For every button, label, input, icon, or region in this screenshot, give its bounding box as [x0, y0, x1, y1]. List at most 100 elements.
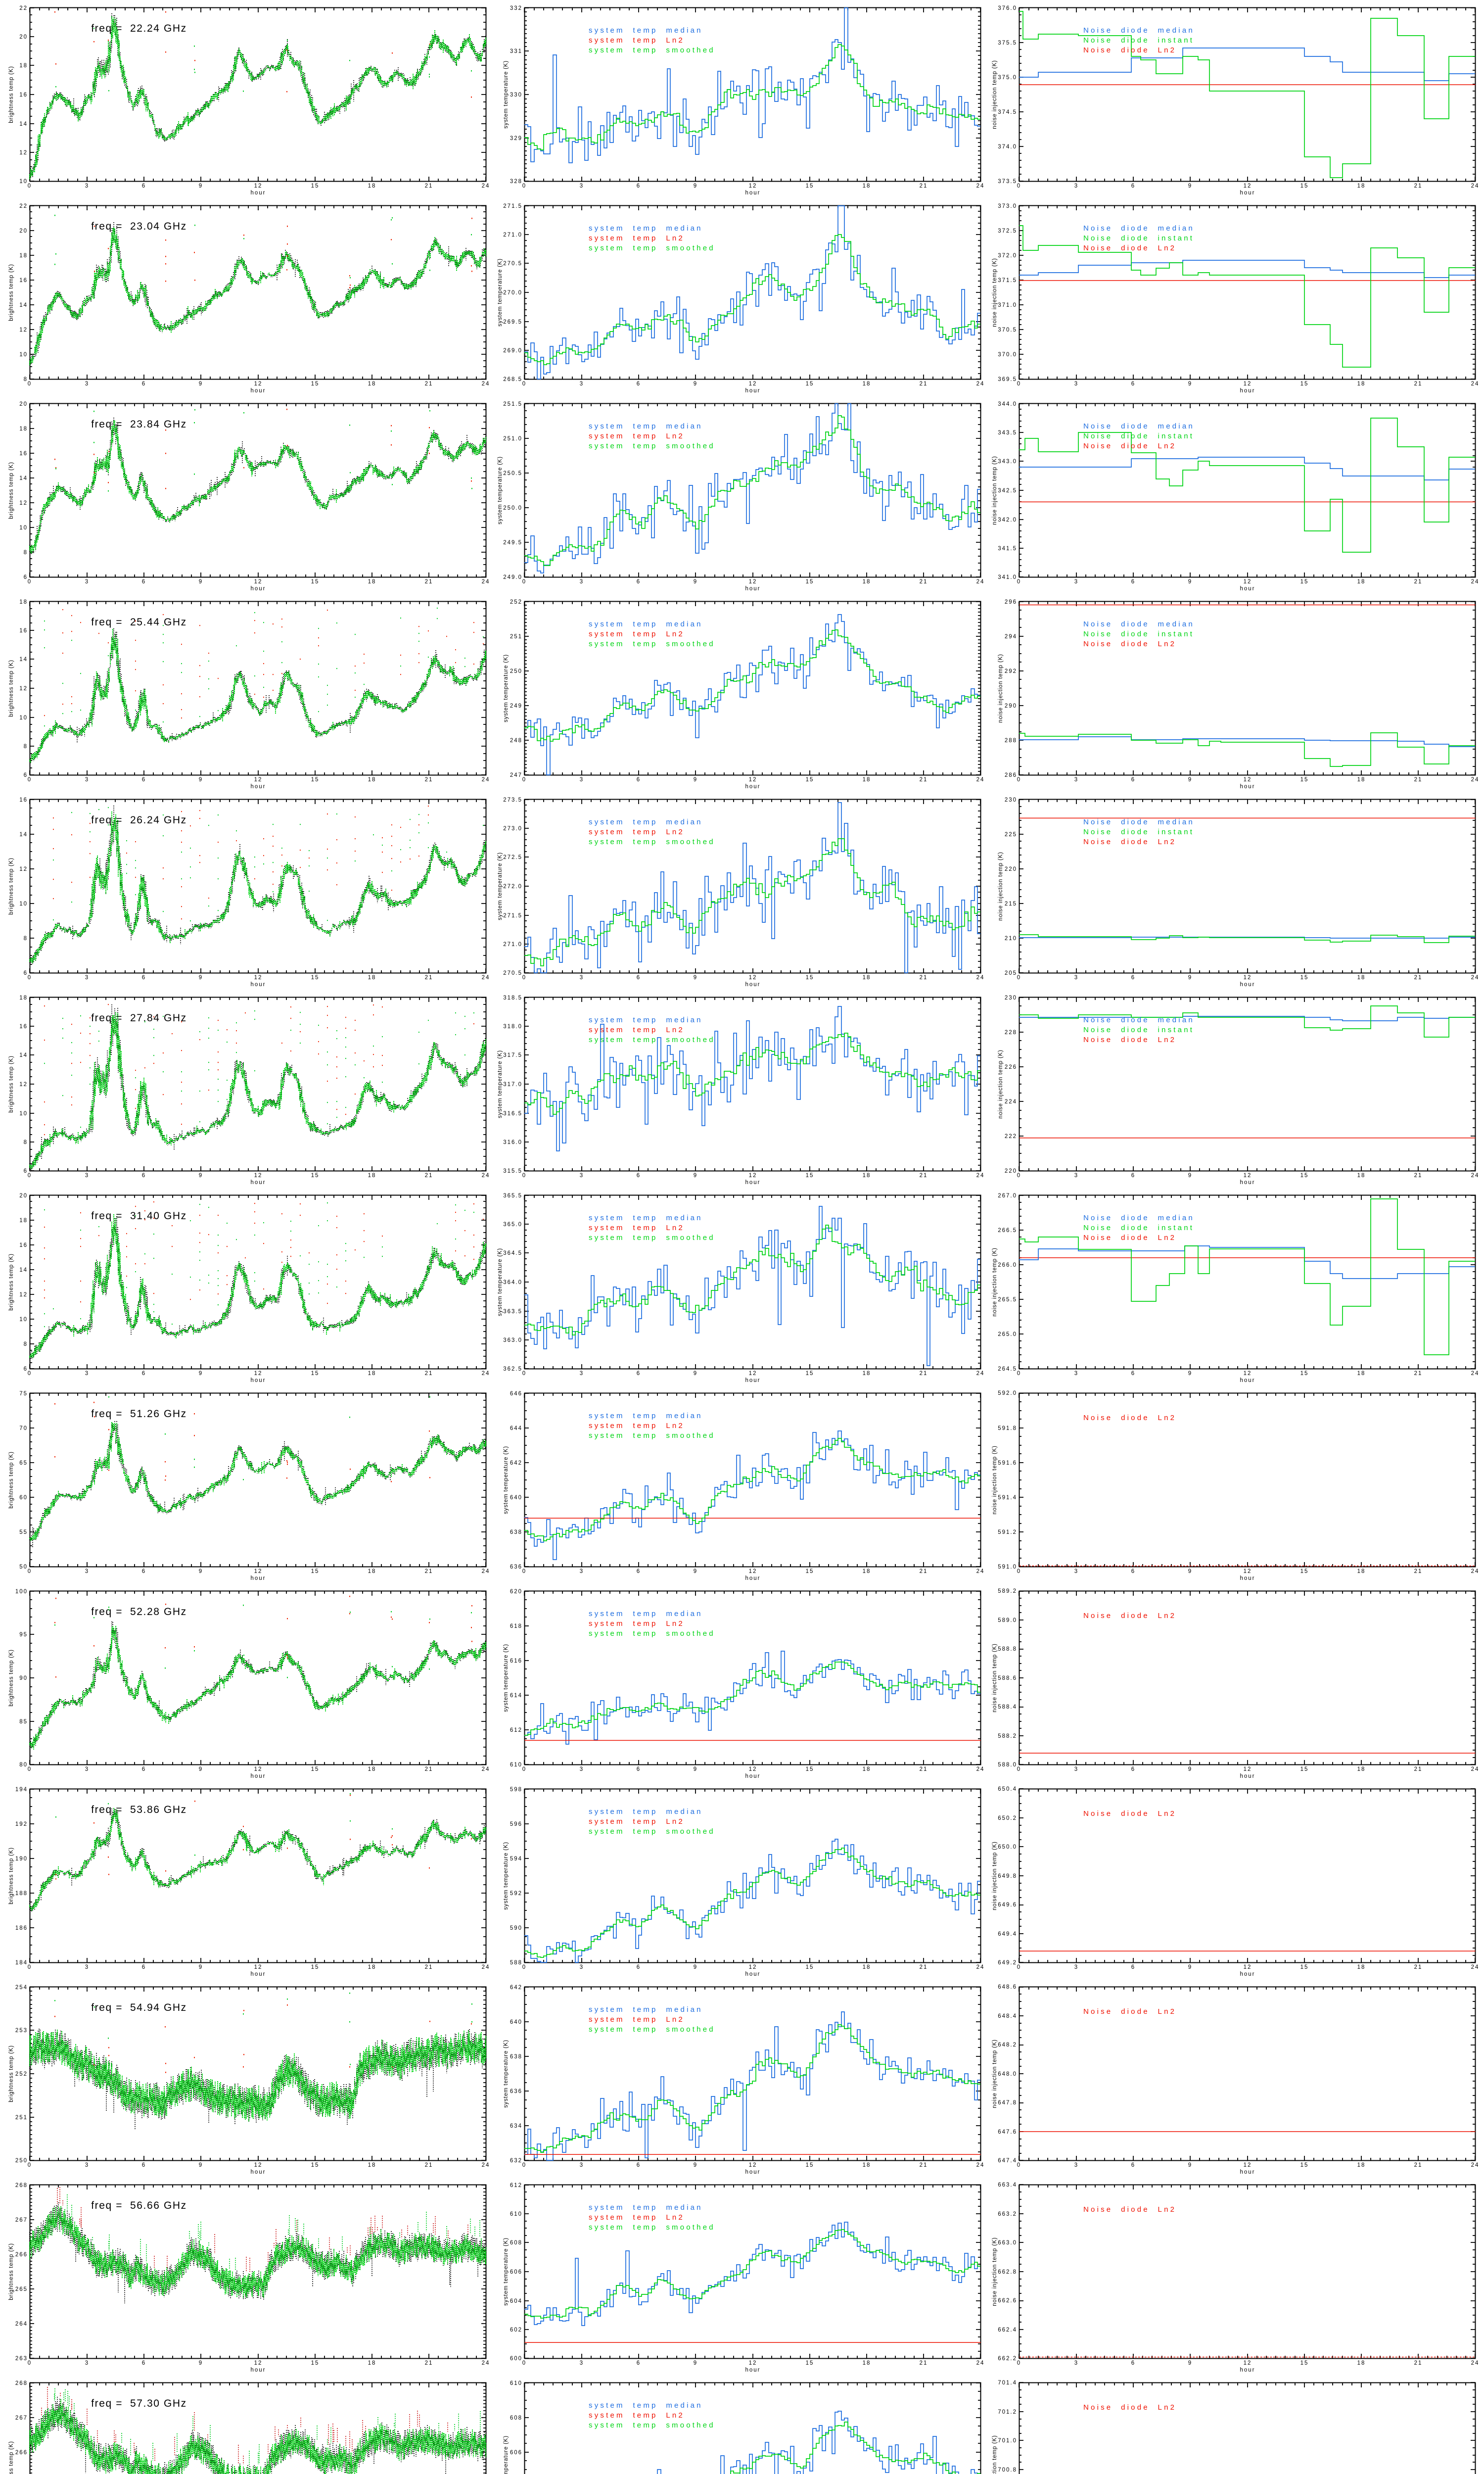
svg-text:15: 15: [311, 1569, 320, 1574]
svg-text:12: 12: [749, 1964, 757, 1970]
svg-text:hour: hour: [1240, 1180, 1255, 1186]
svg-text:9: 9: [694, 975, 697, 981]
svg-text:hour: hour: [250, 2169, 266, 2175]
svg-text:brightness temp (K): brightness temp (K): [8, 1055, 14, 1113]
svg-text:24: 24: [482, 1964, 490, 1970]
svg-text:brightness temp (K): brightness temp (K): [8, 857, 14, 915]
svg-text:9: 9: [694, 2360, 697, 2366]
svg-text:612: 612: [510, 2183, 522, 2189]
svg-text:6: 6: [637, 1371, 641, 1377]
svg-text:6: 6: [1131, 1371, 1135, 1377]
svg-text:hour: hour: [250, 190, 266, 196]
svg-text:273.0: 273.0: [503, 826, 522, 832]
svg-text:9: 9: [1188, 2360, 1192, 2366]
svg-text:0: 0: [522, 1766, 526, 1772]
svg-text:Noise diode Ln2: Noise diode Ln2: [1083, 442, 1176, 450]
svg-text:brightness temp (K): brightness temp (K): [8, 66, 14, 123]
svg-text:system temp Ln2: system temp Ln2: [589, 234, 685, 242]
svg-text:system temp median: system temp median: [589, 1610, 703, 1618]
svg-text:9: 9: [199, 381, 203, 387]
svg-text:24: 24: [1471, 975, 1480, 981]
svg-text:591.0: 591.0: [998, 1564, 1017, 1570]
svg-text:226: 226: [1005, 1064, 1017, 1070]
svg-text:3: 3: [85, 2360, 89, 2366]
svg-text:brightness temp (K): brightness temp (K): [8, 462, 14, 519]
svg-text:16: 16: [19, 92, 28, 98]
svg-text:21: 21: [425, 1173, 433, 1179]
svg-text:system temp Ln2: system temp Ln2: [589, 2015, 685, 2024]
svg-text:18: 18: [368, 579, 376, 585]
svg-text:0: 0: [1017, 777, 1021, 783]
svg-text:system temp median: system temp median: [589, 1016, 703, 1024]
svg-text:hour: hour: [1240, 1575, 1255, 1581]
svg-text:3: 3: [1074, 579, 1078, 585]
svg-text:3: 3: [85, 1371, 89, 1377]
svg-text:system temp median: system temp median: [589, 1214, 703, 1222]
svg-text:15: 15: [1300, 1569, 1309, 1574]
svg-text:12: 12: [1244, 1371, 1252, 1377]
svg-text:315.5: 315.5: [503, 1168, 522, 1174]
svg-text:364.5: 364.5: [503, 1250, 522, 1256]
svg-text:21: 21: [425, 579, 433, 585]
svg-text:18: 18: [1357, 1371, 1366, 1377]
svg-text:15: 15: [311, 1766, 320, 1772]
svg-text:9: 9: [1188, 1964, 1192, 1970]
svg-text:9: 9: [199, 1964, 203, 1970]
svg-text:Noise diode median: Noise diode median: [1083, 1214, 1195, 1222]
svg-text:Noise diode Ln2: Noise diode Ln2: [1083, 2007, 1176, 2016]
svg-text:648.6: 648.6: [998, 1984, 1017, 1990]
svg-text:3: 3: [580, 381, 584, 387]
svg-text:12: 12: [749, 183, 757, 189]
svg-text:15: 15: [806, 777, 814, 783]
svg-text:616: 616: [510, 1658, 522, 1664]
svg-text:15: 15: [806, 381, 814, 387]
svg-text:system temp Ln2: system temp Ln2: [589, 432, 685, 440]
svg-text:6: 6: [1131, 1569, 1135, 1574]
svg-text:21: 21: [1414, 2360, 1423, 2366]
svg-text:brightness temp (K): brightness temp (K): [8, 1253, 14, 1311]
svg-text:6: 6: [142, 2360, 146, 2366]
svg-text:591.6: 591.6: [998, 1460, 1017, 1466]
svg-text:363.5: 363.5: [503, 1309, 522, 1315]
svg-text:3: 3: [580, 777, 584, 783]
svg-text:brightness temp (K): brightness temp (K): [8, 2441, 14, 2474]
svg-text:freq = 56.66 GHz: freq = 56.66 GHz: [91, 2200, 187, 2211]
svg-text:brightness temp (K): brightness temp (K): [8, 2045, 14, 2102]
svg-text:640: 640: [510, 2019, 522, 2025]
svg-text:9: 9: [694, 777, 697, 783]
svg-text:system temp smoothed: system temp smoothed: [589, 1036, 715, 1044]
svg-text:610: 610: [510, 2380, 522, 2386]
svg-text:system temperature (K): system temperature (K): [503, 1842, 509, 1910]
svg-text:21: 21: [920, 2162, 928, 2168]
svg-text:0: 0: [1017, 183, 1021, 189]
svg-text:273.5: 273.5: [503, 797, 522, 803]
svg-text:15: 15: [311, 1173, 320, 1179]
svg-text:210: 210: [1005, 936, 1017, 942]
svg-text:18: 18: [368, 1173, 376, 1179]
svg-text:662.4: 662.4: [998, 2327, 1017, 2333]
svg-text:12: 12: [254, 579, 263, 585]
svg-text:251: 251: [15, 2115, 28, 2121]
svg-text:0: 0: [28, 1371, 32, 1377]
svg-text:Noise diode instant: Noise diode instant: [1083, 828, 1194, 836]
svg-text:3: 3: [580, 183, 584, 189]
svg-text:228: 228: [1005, 1030, 1017, 1036]
svg-text:589.0: 589.0: [998, 1618, 1017, 1623]
svg-text:brightness temp (K): brightness temp (K): [8, 264, 14, 321]
svg-text:60: 60: [19, 1495, 28, 1501]
svg-text:Noise diode Ln2: Noise diode Ln2: [1083, 1612, 1176, 1620]
svg-text:8: 8: [24, 550, 28, 556]
svg-text:brightness temp (K): brightness temp (K): [8, 1847, 14, 1904]
svg-text:15: 15: [311, 183, 320, 189]
svg-text:system temp smoothed: system temp smoothed: [589, 1431, 715, 1440]
svg-text:90: 90: [19, 1675, 28, 1681]
svg-text:266: 266: [15, 2252, 28, 2258]
svg-text:0: 0: [1017, 579, 1021, 585]
svg-text:12: 12: [19, 150, 28, 156]
svg-text:22: 22: [19, 203, 28, 209]
svg-text:Noise diode Ln2: Noise diode Ln2: [1083, 2205, 1176, 2214]
svg-text:0: 0: [522, 183, 526, 189]
svg-text:3: 3: [580, 1173, 584, 1179]
svg-text:21: 21: [920, 381, 928, 387]
svg-text:292: 292: [1005, 668, 1017, 674]
